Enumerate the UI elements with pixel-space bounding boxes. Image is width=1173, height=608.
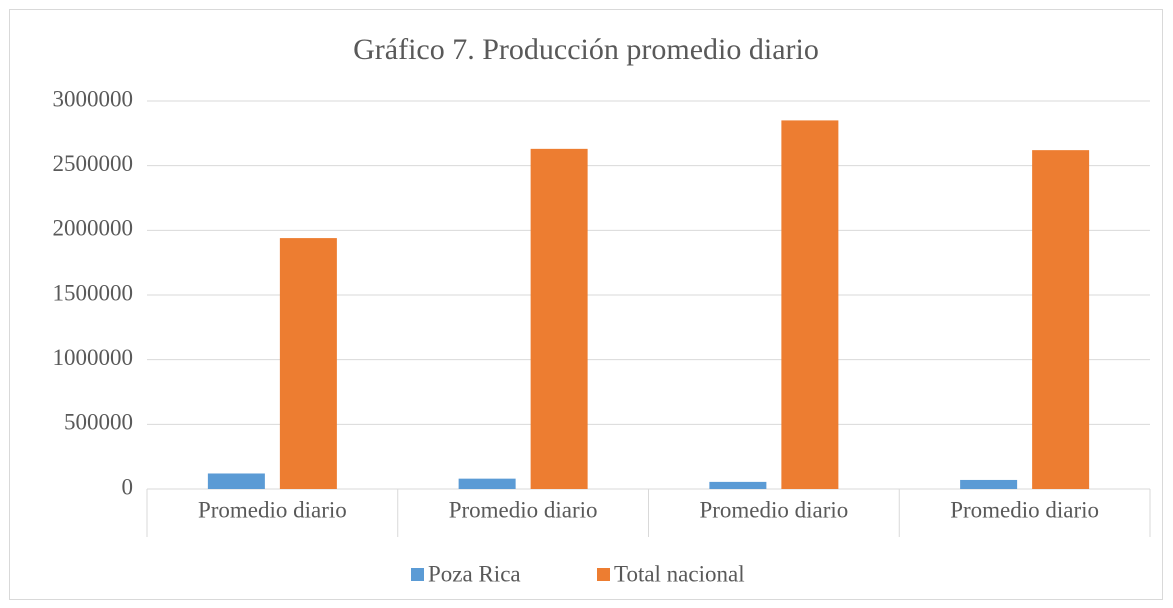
y-tick-label: 0 [122,474,134,499]
x-tick-label: Promedio diario [198,497,347,522]
bar [709,481,767,489]
bar [1032,150,1090,489]
y-tick-label: 3000000 [53,86,134,111]
legend-label: Poza Rica [428,561,521,586]
bar [960,479,1018,489]
legend-swatch [597,568,610,581]
y-tick-label: 1000000 [53,345,134,370]
bar [279,238,337,489]
x-tick-label: Promedio diario [699,497,848,522]
legend-swatch [411,568,424,581]
y-tick-label: 2000000 [53,216,134,241]
bar [530,148,588,489]
x-tick-label: Promedio diario [449,497,598,522]
y-tick-label: 1500000 [53,280,134,305]
y-tick-label: 500000 [64,410,133,435]
y-tick-label: 2500000 [53,151,134,176]
chart-title: Gráfico 7. Producción promedio diario [353,33,819,66]
bar [207,473,265,489]
legend-label: Total nacional [614,561,745,586]
x-tick-label: Promedio diario [950,497,1099,522]
bar [781,120,839,490]
bar [458,478,516,489]
